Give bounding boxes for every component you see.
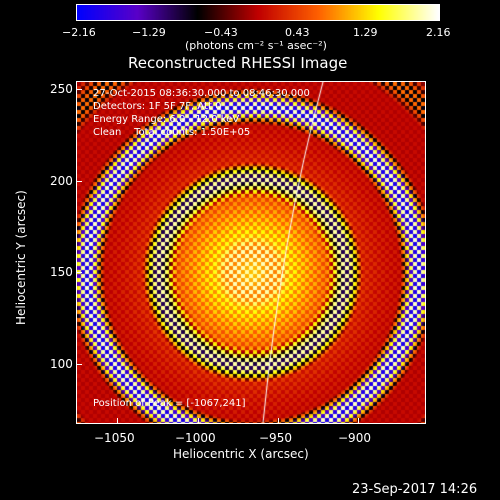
peak-position-text: Position of Peak = [-1067,241] <box>93 398 246 409</box>
time-range-text: 27-Oct-2015 08:36:30.000 to 08:46:30.000 <box>93 88 310 99</box>
y-tick-label: 100 <box>50 357 73 371</box>
y-tick-label: 200 <box>50 174 73 188</box>
y-tick <box>76 181 82 182</box>
colorbar-tick-label: −0.43 <box>204 26 238 39</box>
x-tick <box>198 418 199 424</box>
x-tick-label: −1050 <box>94 431 135 445</box>
rhessi-image-plot <box>76 81 426 424</box>
x-tick <box>117 418 118 424</box>
colorbar-tick-label: 0.43 <box>285 26 310 39</box>
detectors-text: Detectors: 1F 5F 7F, Att 0 <box>93 101 222 112</box>
y-tick-label: 250 <box>50 82 73 96</box>
colorbar-tick-label: 1.29 <box>353 26 378 39</box>
energy-range-text: Energy Range: 6.0 - 12.0 keV <box>93 114 240 125</box>
colorbar <box>76 4 440 21</box>
x-axis-label: Heliocentric X (arcsec) <box>173 447 309 461</box>
y-tick-label: 150 <box>50 265 73 279</box>
reconstructed-image <box>77 82 425 423</box>
y-axis-label: Heliocentric Y (arcsec) <box>14 190 28 325</box>
y-tick <box>76 364 82 365</box>
colorbar-tick-label: −1.29 <box>132 26 166 39</box>
x-tick-label: −1000 <box>175 431 216 445</box>
x-tick <box>278 418 279 424</box>
counts-text: Clean Total counts: 1.50E+05 <box>93 127 251 138</box>
y-tick <box>76 272 82 273</box>
plot-title: Reconstructed RHESSI Image <box>128 54 348 72</box>
colorbar-tick-label: 2.16 <box>426 26 451 39</box>
footer-date: 23-Sep-2017 14:26 <box>352 482 478 497</box>
colorbar-tick-label: −2.16 <box>62 26 96 39</box>
colorbar-unit-label: (photons cm⁻² s⁻¹ asec⁻²) <box>185 39 327 52</box>
y-tick <box>76 89 82 90</box>
x-tick <box>358 418 359 424</box>
x-tick-label: −900 <box>338 431 371 445</box>
x-tick-label: −950 <box>259 431 292 445</box>
